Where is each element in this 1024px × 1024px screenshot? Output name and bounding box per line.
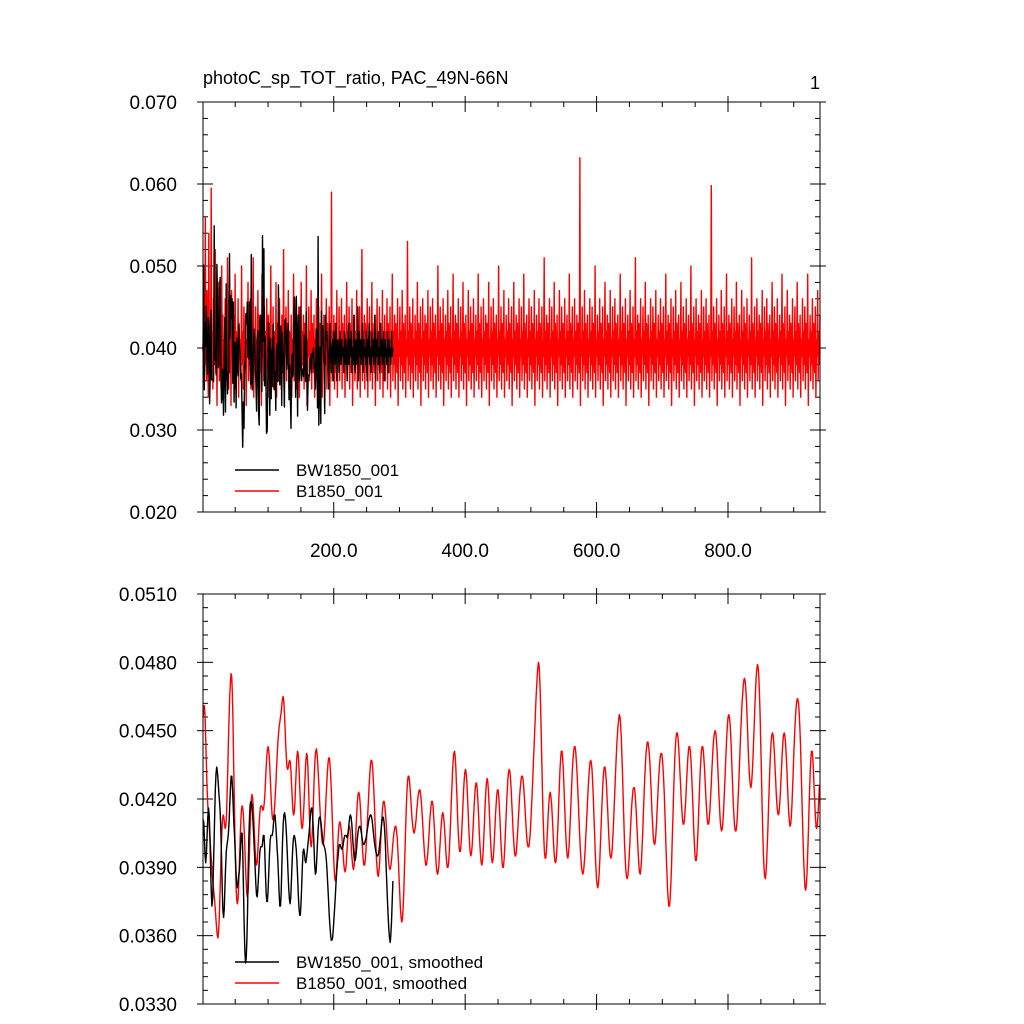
- legend-label-bw1850-001: BW1850_001: [296, 461, 399, 480]
- legend-label-b1850-001-smoothed: B1850_001, smoothed: [296, 974, 467, 993]
- panel-number: 1: [810, 73, 820, 93]
- top-y-tick-label: 0.040: [129, 339, 177, 360]
- top-y-tick-label: 0.050: [129, 257, 177, 278]
- top-y-tick-label: 0.030: [129, 421, 177, 442]
- bottom-y-tick-label: 0.0390: [119, 858, 177, 879]
- bottom-series-line-black: [202, 766, 394, 964]
- top-x-tick-label: 200.0: [310, 541, 358, 562]
- legend-label-b1850-001: B1850_001: [296, 482, 383, 501]
- top-x-tick-label: 400.0: [441, 541, 489, 562]
- top-chart-title: photoC_sp_TOT_ratio, PAC_49N-66N: [203, 68, 509, 89]
- top-legend: BW1850_001 B1850_001: [235, 461, 399, 501]
- bottom-y-tick-labels: 0.0330 0.0360 0.0390 0.0420 0.0450 0.0480 0.05…: [119, 585, 177, 1016]
- legend-label-bw1850-001-smoothed: BW1850_001, smoothed: [296, 953, 483, 972]
- bottom-panel: 0.0330 0.0360 0.0390 0.0420 0.0450 0.0480 0.05…: [119, 585, 826, 1016]
- top-y-tick-label: 0.020: [129, 503, 177, 524]
- top-y-tick-labels: 0.020 0.030 0.040 0.050 0.060 0.070: [129, 93, 177, 524]
- top-series-line-black: [202, 225, 394, 448]
- top-plot-frame: [202, 101, 821, 513]
- top-series-group: [202, 157, 821, 448]
- bottom-y-tick-label: 0.0360: [119, 927, 177, 948]
- top-y-tick-label: 0.070: [129, 93, 177, 114]
- bottom-plot-frame: [202, 593, 821, 1005]
- bottom-y-tick-label: 0.0480: [119, 653, 177, 674]
- bottom-series-group: [202, 661, 821, 964]
- bottom-y-tick-label: 0.0450: [119, 722, 177, 743]
- top-panel: photoC_sp_TOT_ratio, PAC_49N-66N 1 0.020…: [129, 68, 826, 562]
- top-y-tick-label: 0.060: [129, 175, 177, 196]
- top-x-tick-labels: 200.0 400.0 600.0 800.0: [310, 541, 752, 562]
- bottom-legend: BW1850_001, smoothed B1850_001, smoothed: [235, 953, 483, 993]
- top-x-tick-label: 600.0: [573, 541, 621, 562]
- bottom-y-tick-label: 0.0330: [119, 995, 177, 1016]
- bottom-y-tick-label: 0.0510: [119, 585, 177, 606]
- top-x-tick-label: 800.0: [704, 541, 752, 562]
- top-axis-ticks: [197, 96, 826, 518]
- bottom-series-line-red: [202, 661, 821, 939]
- bottom-y-tick-label: 0.0420: [119, 790, 177, 811]
